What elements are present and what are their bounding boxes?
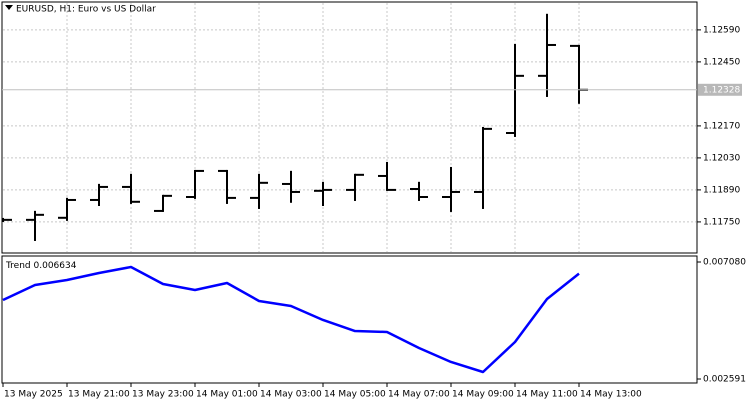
x-tick-label: 14 May 05:00 [324, 390, 386, 400]
indicator-label: Trend 0.006634 [5, 261, 77, 271]
indicator-line [2, 265, 580, 374]
main-pane [1, 1, 698, 254]
indicator-value: 0.006634 [34, 261, 77, 271]
current-price-label: 1.12328 [703, 85, 740, 95]
y-tick-label: 1.11750 [703, 217, 740, 227]
current-price-box [698, 83, 742, 96]
grid [3, 3, 696, 252]
x-tick-label: 14 May 01:00 [196, 390, 258, 400]
chart-title: EURUSD, H1: Euro vs US Dollar [16, 5, 156, 15]
y-tick-label: 1.12030 [703, 153, 740, 163]
y-tick-label: 0.007080 [703, 257, 746, 267]
indicator-name: Trend [5, 261, 31, 271]
x-tick-label: 14 May 09:00 [452, 390, 514, 400]
indicator-pane [1, 255, 698, 384]
x-tick-label: 14 May 03:00 [260, 390, 322, 400]
x-tick-label: 13 May 21:00 [68, 390, 130, 400]
x-tick-label: 13 May 23:00 [132, 390, 194, 400]
x-tick-label: 14 May 07:00 [388, 390, 450, 400]
x-tick-label: 14 May 13:00 [580, 390, 642, 400]
x-tick-label: 13 May 2025 [4, 390, 63, 400]
y-tick-label: 1.12450 [703, 57, 740, 67]
x-tick-label: 14 May 11:00 [516, 390, 578, 400]
y-tick-label: 1.11890 [703, 185, 740, 195]
symbol-icon [5, 5, 13, 10]
y-tick-label: 1.12590 [703, 25, 740, 35]
y-tick-label: 0.002591 [703, 374, 746, 384]
y-tick-label: 1.12170 [703, 121, 740, 131]
